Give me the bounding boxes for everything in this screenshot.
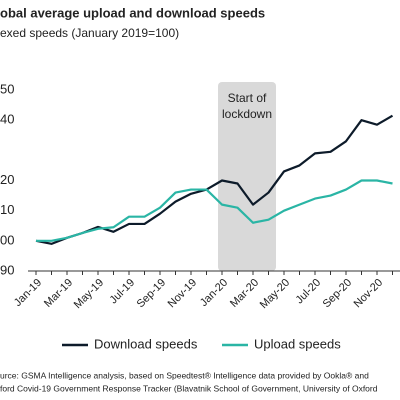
x-tick-label: May-19 xyxy=(72,277,106,311)
x-tick-label: Sep-19 xyxy=(135,277,169,311)
annotation: lockdown xyxy=(222,107,272,121)
line xyxy=(35,114,394,245)
legend-label: Upload speeds xyxy=(254,336,341,351)
annotation: Start of xyxy=(228,91,267,105)
x-tick-label: Mar-20 xyxy=(228,277,261,310)
line xyxy=(36,179,393,242)
x-tick-label: Jan-20 xyxy=(198,277,230,309)
x-tick-label: Jul-20 xyxy=(293,277,323,307)
chart-title: obal average upload and download speeds xyxy=(0,5,265,20)
x-tick-label: Nov-20 xyxy=(352,277,386,311)
y-tick-label: 40 xyxy=(0,112,14,127)
lockdown-box xyxy=(218,82,276,271)
x-tick-label: Jan-19 xyxy=(12,277,44,309)
y-tick-label: 00 xyxy=(0,232,14,247)
legend-label: Download speeds xyxy=(94,336,198,351)
y-tick-label: 90 xyxy=(0,262,14,277)
source: urce: GSMA Intelligence analysis, based … xyxy=(0,370,369,380)
x-tick-label: Nov-19 xyxy=(166,277,200,311)
x-tick-label: Mar-19 xyxy=(42,277,75,310)
x-tick-label: Jul-19 xyxy=(107,277,137,307)
x-tick-label: May-20 xyxy=(258,277,292,311)
y-tick-label: 50 xyxy=(0,81,14,96)
y-tick-label: 20 xyxy=(0,172,14,187)
chart-subtitle: exed speeds (January 2019=100) xyxy=(0,26,179,40)
source: ford Covid-19 Government Response Tracke… xyxy=(0,383,378,393)
y-tick-label: 10 xyxy=(0,202,14,217)
x-tick-label: Sep-20 xyxy=(321,277,355,311)
